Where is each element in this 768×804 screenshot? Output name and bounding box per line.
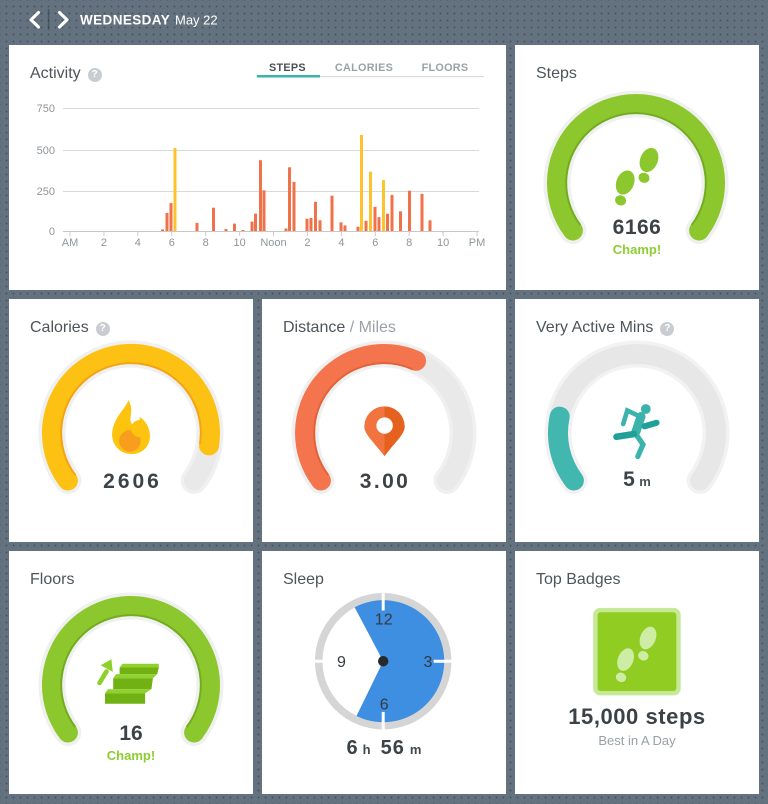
svg-text:10: 10 — [233, 237, 245, 249]
svg-text:6: 6 — [372, 237, 378, 249]
svg-text:8: 8 — [406, 237, 412, 249]
svg-text:FLOORS: FLOORS — [422, 62, 469, 74]
svg-text:2: 2 — [101, 237, 107, 249]
svg-text:12: 12 — [375, 612, 393, 629]
svg-text:2: 2 — [304, 237, 310, 249]
svg-text:250: 250 — [37, 186, 55, 198]
svg-text:4: 4 — [338, 237, 344, 249]
svg-text:6: 6 — [380, 697, 389, 714]
svg-text:CALORIES: CALORIES — [335, 62, 393, 74]
svg-text:750: 750 — [37, 103, 55, 115]
svg-text:WEDNESDAY: WEDNESDAY — [80, 13, 170, 28]
svg-text:May 22: May 22 — [175, 13, 218, 28]
svg-text:PM: PM — [469, 237, 486, 249]
svg-text:0: 0 — [49, 226, 55, 238]
svg-text:AM: AM — [62, 237, 79, 249]
svg-text:Noon: Noon — [260, 237, 286, 249]
svg-text:6: 6 — [169, 237, 175, 249]
svg-text:3: 3 — [424, 654, 433, 671]
svg-text:8: 8 — [203, 237, 209, 249]
svg-text:STEPS: STEPS — [269, 62, 306, 74]
svg-text:4: 4 — [135, 237, 141, 249]
svg-text:9: 9 — [337, 654, 346, 671]
svg-text:500: 500 — [37, 145, 55, 157]
svg-text:10: 10 — [437, 237, 449, 249]
